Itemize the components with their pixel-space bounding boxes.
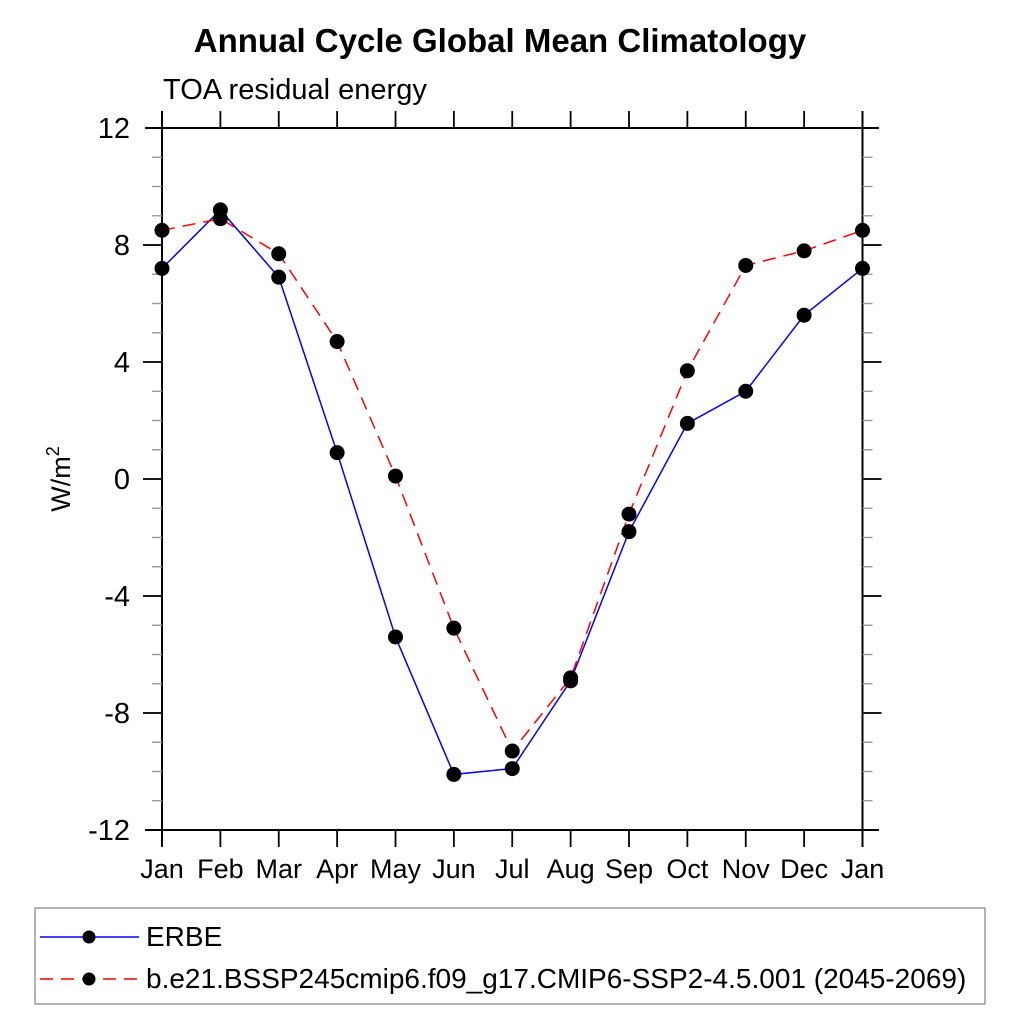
data-point-marker bbox=[679, 363, 695, 379]
data-point-marker bbox=[738, 257, 754, 273]
data-point-marker bbox=[679, 415, 695, 431]
x-tick-label: Jul bbox=[495, 854, 530, 884]
x-tick-label: Mar bbox=[256, 854, 303, 884]
data-point-marker bbox=[329, 334, 345, 350]
data-markers bbox=[154, 202, 870, 782]
data-point-marker bbox=[446, 620, 462, 636]
x-tick-label: Sep bbox=[605, 854, 653, 884]
tick-labels: Jan Feb Mar Apr May Jun Jul Aug Sep Oct Nov Dec Jan 1… bbox=[88, 113, 884, 884]
y-tick-label: 12 bbox=[98, 113, 130, 145]
data-point-marker bbox=[796, 307, 812, 323]
data-point-marker bbox=[738, 383, 754, 399]
data-point-marker bbox=[504, 743, 520, 759]
data-point-marker bbox=[154, 260, 170, 276]
y-tick-label: 0 bbox=[114, 464, 130, 496]
data-point-marker bbox=[855, 260, 870, 276]
y-tick-label: -4 bbox=[104, 581, 130, 613]
data-point-marker bbox=[621, 506, 637, 522]
data-point-marker bbox=[796, 243, 812, 259]
legend-box bbox=[34, 907, 986, 1005]
x-tick-label: Jan bbox=[140, 854, 184, 884]
y-axis-title: W/m2 bbox=[43, 446, 76, 512]
data-point-marker bbox=[388, 468, 403, 484]
x-tick-label: May bbox=[370, 854, 422, 884]
x-tick-label: Apr bbox=[316, 854, 358, 884]
data-point-marker bbox=[212, 211, 228, 227]
data-point-marker bbox=[271, 246, 287, 262]
legend: ERBE b.e21.BSSP245cmip6.f09_g17.CMIP6-SSP… bbox=[34, 907, 986, 1005]
x-tick-label: Oct bbox=[666, 854, 709, 884]
legend-label-model: b.e21.BSSP245cmip6.f09_g17.CMIP6-SSP2-4.… bbox=[146, 963, 966, 994]
data-point-marker bbox=[388, 629, 403, 645]
data-point-marker bbox=[329, 445, 345, 461]
plot-frame bbox=[145, 111, 879, 847]
data-point-marker bbox=[855, 222, 870, 238]
legend-label-erbe: ERBE bbox=[146, 921, 222, 952]
chart-subtitle: TOA residual energy bbox=[163, 74, 427, 106]
data-point-marker bbox=[446, 766, 462, 782]
x-tick-label: Dec bbox=[780, 854, 828, 884]
data-point-marker bbox=[504, 761, 520, 777]
y-tick-label: -12 bbox=[88, 815, 130, 847]
y-tick-label: -8 bbox=[104, 698, 130, 730]
data-point-marker bbox=[154, 222, 170, 238]
data-point-marker bbox=[563, 670, 579, 686]
axis-ticks bbox=[143, 111, 882, 847]
x-tick-label: Jun bbox=[432, 854, 476, 884]
chart-title: Annual Cycle Global Mean Climatology bbox=[194, 22, 807, 59]
data-series bbox=[161, 208, 863, 776]
y-axis-title-exponent: 2 bbox=[43, 446, 63, 456]
x-tick-label: Feb bbox=[197, 854, 244, 884]
y-axis-title-unit: W/m bbox=[46, 456, 76, 511]
x-tick-label: Jan bbox=[841, 854, 885, 884]
series-line-model bbox=[161, 217, 863, 753]
series-line-erbe bbox=[161, 208, 863, 776]
legend-marker bbox=[82, 972, 96, 986]
legend-marker bbox=[82, 930, 96, 944]
data-point-marker bbox=[271, 269, 287, 285]
x-tick-label: Aug bbox=[547, 854, 595, 884]
y-tick-label: 8 bbox=[114, 230, 130, 262]
data-point-marker bbox=[621, 524, 637, 540]
y-tick-label: 4 bbox=[114, 347, 130, 379]
x-tick-label: Nov bbox=[722, 854, 771, 884]
